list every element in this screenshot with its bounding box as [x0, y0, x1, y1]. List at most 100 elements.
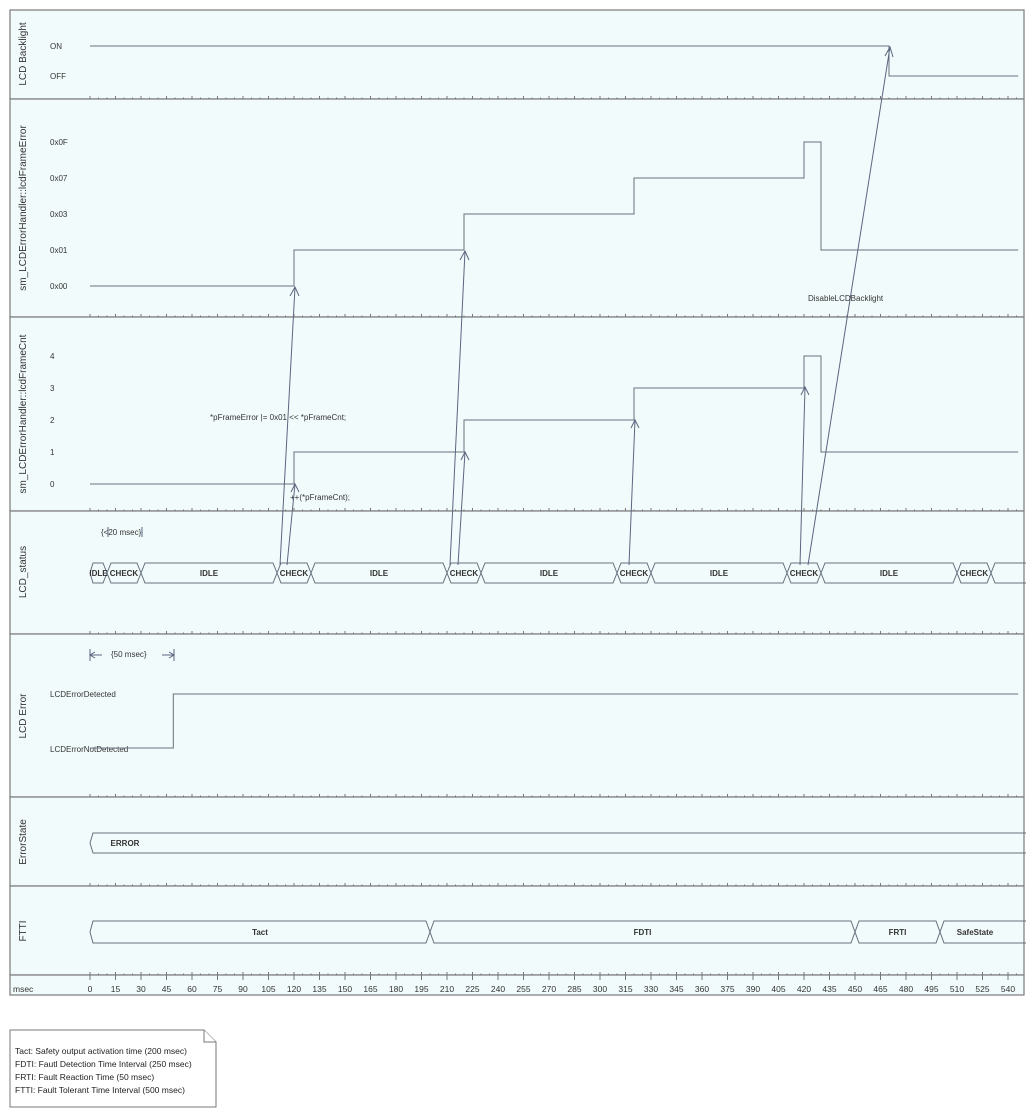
lane-tick-marks [89, 96, 1017, 975]
axis-tick-label: 255 [516, 984, 530, 994]
ftti-state-label: FDTI [634, 928, 652, 937]
arrow-disable-backlight [807, 46, 891, 566]
arrowhead [290, 482, 300, 493]
level-label-1: 1 [50, 448, 55, 457]
axis-tick-label: 270 [542, 984, 556, 994]
lane-error-state [9, 796, 1025, 887]
axis-tick-label: 0 [88, 984, 93, 994]
axis-unit-label: msec [13, 984, 34, 994]
lcd-status-state-segment [446, 562, 482, 584]
legend-line-frti: FRTI: Fault Reaction Time (50 msec) [15, 1072, 155, 1082]
level-label-3: 3 [50, 384, 55, 393]
arrowhead [459, 249, 470, 261]
axis-tick-label: 165 [363, 984, 377, 994]
axis-tick-label: 45 [162, 984, 172, 994]
lcd-status-state-label: CHECK [620, 569, 649, 578]
check-duration-label: {<20 msec} [101, 528, 142, 537]
level-label-0x07: 0x07 [50, 174, 68, 183]
lcd-status-state-label: IDLE [89, 569, 108, 578]
ftti-state-segment [939, 920, 1026, 944]
axis-tick-label: 375 [720, 984, 734, 994]
level-label-error-not-detected: LCDErrorNotDetected [50, 745, 128, 754]
axis-tick-label: 345 [669, 984, 683, 994]
arrowhead [800, 385, 810, 396]
lcd-error-waveform [90, 693, 1019, 749]
lane-lcd-error [9, 633, 1025, 798]
lane-label-lcd-status: LCD_status [18, 546, 29, 598]
arrowhead [289, 285, 300, 297]
lane-label-frame-cnt: sm_LCDErrorHandler::lcdFrameCnt [18, 334, 29, 493]
lane-frame-error [9, 98, 1025, 318]
level-label-0x03: 0x03 [50, 210, 68, 219]
lcd-status-state-label: CHECK [450, 569, 479, 578]
lcd-status-state-segment [786, 562, 822, 584]
message-frame-cnt-label: ++(*pFrameCnt); [290, 493, 350, 502]
ftti-state-label: SafeState [957, 928, 994, 937]
lcd-status-state-segment [276, 562, 312, 584]
level-label-error-detected: LCDErrorDetected [50, 690, 116, 699]
lcd-status-state-segment [820, 562, 958, 584]
ftti-state-label: FRTI [889, 928, 907, 937]
lcd-status-state-label: IDLE [710, 569, 729, 578]
error-state-segment [89, 832, 1026, 854]
backlight-waveform [90, 45, 1019, 77]
lane-lcd-status [9, 510, 1025, 635]
axis-tick-label: 525 [975, 984, 989, 994]
axis-tick-label: 495 [924, 984, 938, 994]
level-label-0x0f: 0x0F [50, 138, 68, 147]
axis-tick-label: 390 [746, 984, 760, 994]
level-label-2: 2 [50, 416, 55, 425]
axis-tick-label: 150 [338, 984, 352, 994]
legend-text: Tact: Safety output activation time (200… [15, 1045, 192, 1097]
lane-lcd-backlight [9, 9, 1025, 100]
message-arrows [279, 45, 894, 566]
axis-tick-label: 360 [695, 984, 709, 994]
lcd-status-state-segment [650, 562, 788, 584]
arrowhead [460, 450, 470, 461]
lcd-status-state-segment [956, 562, 992, 584]
level-label-on: ON [50, 42, 62, 51]
frame-error-waveform [90, 141, 1019, 287]
lane-label-frame-error: sm_LCDErrorHandler::lcdFrameError [18, 125, 29, 291]
message-disable-backlight-label: DisableLCDBacklight [808, 294, 884, 303]
lcd-status-state-segment [990, 562, 1026, 584]
axis-tick-label: 75 [213, 984, 223, 994]
axis-tick-label: 120 [287, 984, 301, 994]
lane-label-lcd-backlight: LCD Backlight [18, 22, 29, 86]
arrowhead [630, 418, 640, 429]
lcd-status-states: IDLE CHECK IDLE CHECK IDLE CHECK IDLE CHECK IDLE… [89, 562, 1026, 584]
axis-tick-label: 60 [187, 984, 197, 994]
lane-ftti [9, 885, 1025, 976]
legend-line-tact: Tact: Safety output activation time (200… [15, 1046, 187, 1056]
axis-tick-label: 210 [440, 984, 454, 994]
time-axis: 0 15 30 45 60 75 90 105 120 135 150 165 180 195 210 225… [88, 975, 1015, 994]
lcd-status-state-label: IDLE [880, 569, 899, 578]
level-label-0x00: 0x00 [50, 282, 68, 291]
axis-tick-label: 405 [771, 984, 785, 994]
lcd-status-state-segment [89, 562, 108, 584]
ftti-state-segment [429, 920, 856, 944]
level-label-0: 0 [50, 480, 55, 489]
lcd-status-state-label: CHECK [280, 569, 309, 578]
lcd-status-state-segment [616, 562, 652, 584]
axis-tick-label: 480 [899, 984, 913, 994]
error-duration-constraint: {50 msec} [89, 649, 175, 661]
lcd-status-state-label: IDLE [540, 569, 559, 578]
lcd-status-state-label: IDLE [200, 569, 219, 578]
arrow-check2-frame-error [449, 250, 466, 566]
ftti-state-segment [89, 920, 431, 944]
ftti-state-segment [854, 920, 941, 944]
axis-tick-label: 180 [389, 984, 403, 994]
legend-note [9, 1029, 217, 1108]
lane-label-error-state: ErrorState [18, 819, 29, 865]
lane-label-ftti: FTTI [18, 920, 29, 941]
lcd-status-state-segment [140, 562, 278, 584]
check-duration-constraint: {<20 msec} [101, 527, 143, 537]
arrow-check3-frame-cnt [628, 419, 636, 566]
lcd-status-state-label: CHECK [790, 569, 819, 578]
lcd-status-state-segment [480, 562, 618, 584]
axis-tick-label: 300 [593, 984, 607, 994]
lane-label-lcd-error: LCD Error [18, 693, 29, 739]
axis-tick-label: 240 [491, 984, 505, 994]
